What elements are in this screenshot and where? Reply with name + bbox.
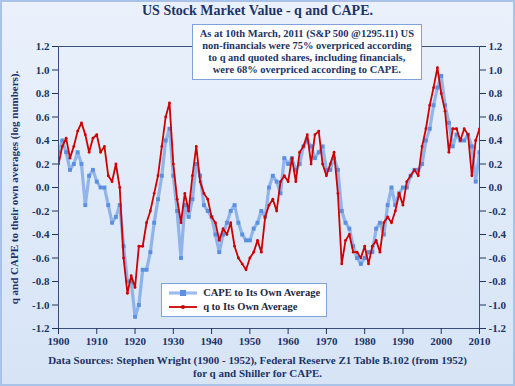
svg-text:1.2: 1.2 — [489, 40, 503, 52]
svg-text:1.0: 1.0 — [36, 64, 50, 76]
svg-text:1920: 1920 — [124, 335, 147, 347]
svg-text:2000: 2000 — [430, 335, 453, 347]
svg-text:1930: 1930 — [162, 335, 185, 347]
svg-text:1940: 1940 — [201, 335, 224, 347]
svg-text:-0.2: -0.2 — [32, 205, 50, 217]
svg-text:0.2: 0.2 — [489, 158, 503, 170]
svg-text:2010: 2010 — [469, 335, 492, 347]
svg-text:1910: 1910 — [86, 335, 109, 347]
svg-text:1.0: 1.0 — [489, 64, 503, 76]
svg-text:-1.2: -1.2 — [32, 322, 50, 334]
svg-text:-1.0: -1.0 — [32, 299, 50, 311]
svg-text:0.0: 0.0 — [36, 181, 50, 193]
svg-text:0.0: 0.0 — [489, 181, 503, 193]
svg-text:1970: 1970 — [315, 335, 338, 347]
svg-text:1980: 1980 — [354, 335, 377, 347]
svg-text:1.2: 1.2 — [36, 40, 50, 52]
svg-text:-0.8: -0.8 — [32, 275, 50, 287]
svg-text:1960: 1960 — [277, 335, 300, 347]
svg-text:0.6: 0.6 — [489, 111, 503, 123]
svg-text:-1.0: -1.0 — [489, 299, 507, 311]
svg-text:0.8: 0.8 — [36, 87, 50, 99]
svg-text:-1.2: -1.2 — [489, 322, 507, 334]
svg-text:-0.8: -0.8 — [489, 275, 507, 287]
svg-text:1900: 1900 — [48, 335, 71, 347]
svg-text:q and CAPE to their own averag: q and CAPE to their own averages (log nu… — [8, 70, 21, 304]
svg-text:-0.4: -0.4 — [32, 228, 50, 240]
svg-text:1990: 1990 — [392, 335, 415, 347]
svg-text:0.4: 0.4 — [489, 134, 503, 146]
svg-text:0.2: 0.2 — [36, 158, 50, 170]
svg-text:1950: 1950 — [239, 335, 262, 347]
html-text:Data Sources: Stephen Wright (: Data Sources: Stephen Wright (1900 - 195… — [48, 354, 467, 379]
html-text:As at 10th March, 2011 (S&P 50: As at 10th March, 2011 (S&P 500 @1295.11… — [199, 28, 414, 75]
html-text:US Stock Market Value - q and: US Stock Market Value - q and CAPE. — [142, 3, 373, 18]
svg-text:-0.6: -0.6 — [489, 252, 507, 264]
html-text:q to Its Own Average: q to Its Own Average — [203, 301, 298, 313]
svg-text:0.6: 0.6 — [36, 111, 50, 123]
html-text:CAPE to Its Own Average: CAPE to Its Own Average — [203, 287, 321, 299]
svg-text:-0.6: -0.6 — [32, 252, 50, 264]
svg-text:0.8: 0.8 — [489, 87, 503, 99]
svg-text:-0.4: -0.4 — [489, 228, 507, 240]
svg-text:0.4: 0.4 — [36, 134, 50, 146]
svg-text:-0.2: -0.2 — [489, 205, 507, 217]
